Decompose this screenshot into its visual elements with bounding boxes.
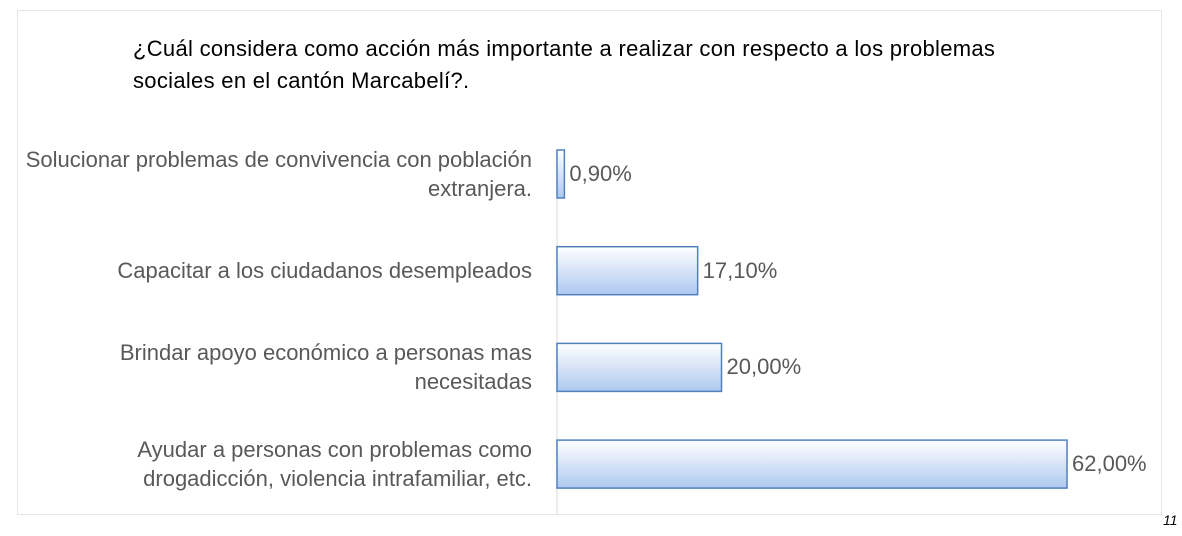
category-label: Solucionar problemas de convivencia con … [25, 147, 532, 201]
chart-title: ¿Cuál considera como acción más importan… [133, 36, 996, 93]
bar [556, 149, 566, 199]
bar [556, 342, 723, 393]
chart-frame [17, 10, 1162, 515]
value-label: 17,10% [702, 257, 778, 283]
value-label: 20,00% [726, 354, 802, 380]
bar [556, 439, 1068, 489]
value-label: 62,00% [1072, 451, 1147, 477]
value-label: 0,90% [569, 161, 632, 186]
bar [556, 245, 699, 296]
category-label: Ayudar a personas con problemas como dro… [137, 437, 532, 492]
category-label: Brindar apoyo económico a personas mas n… [119, 340, 532, 395]
page-number: 11 [1163, 512, 1178, 528]
category-label: Capacitar a los ciudadanos desempleados [117, 258, 532, 284]
